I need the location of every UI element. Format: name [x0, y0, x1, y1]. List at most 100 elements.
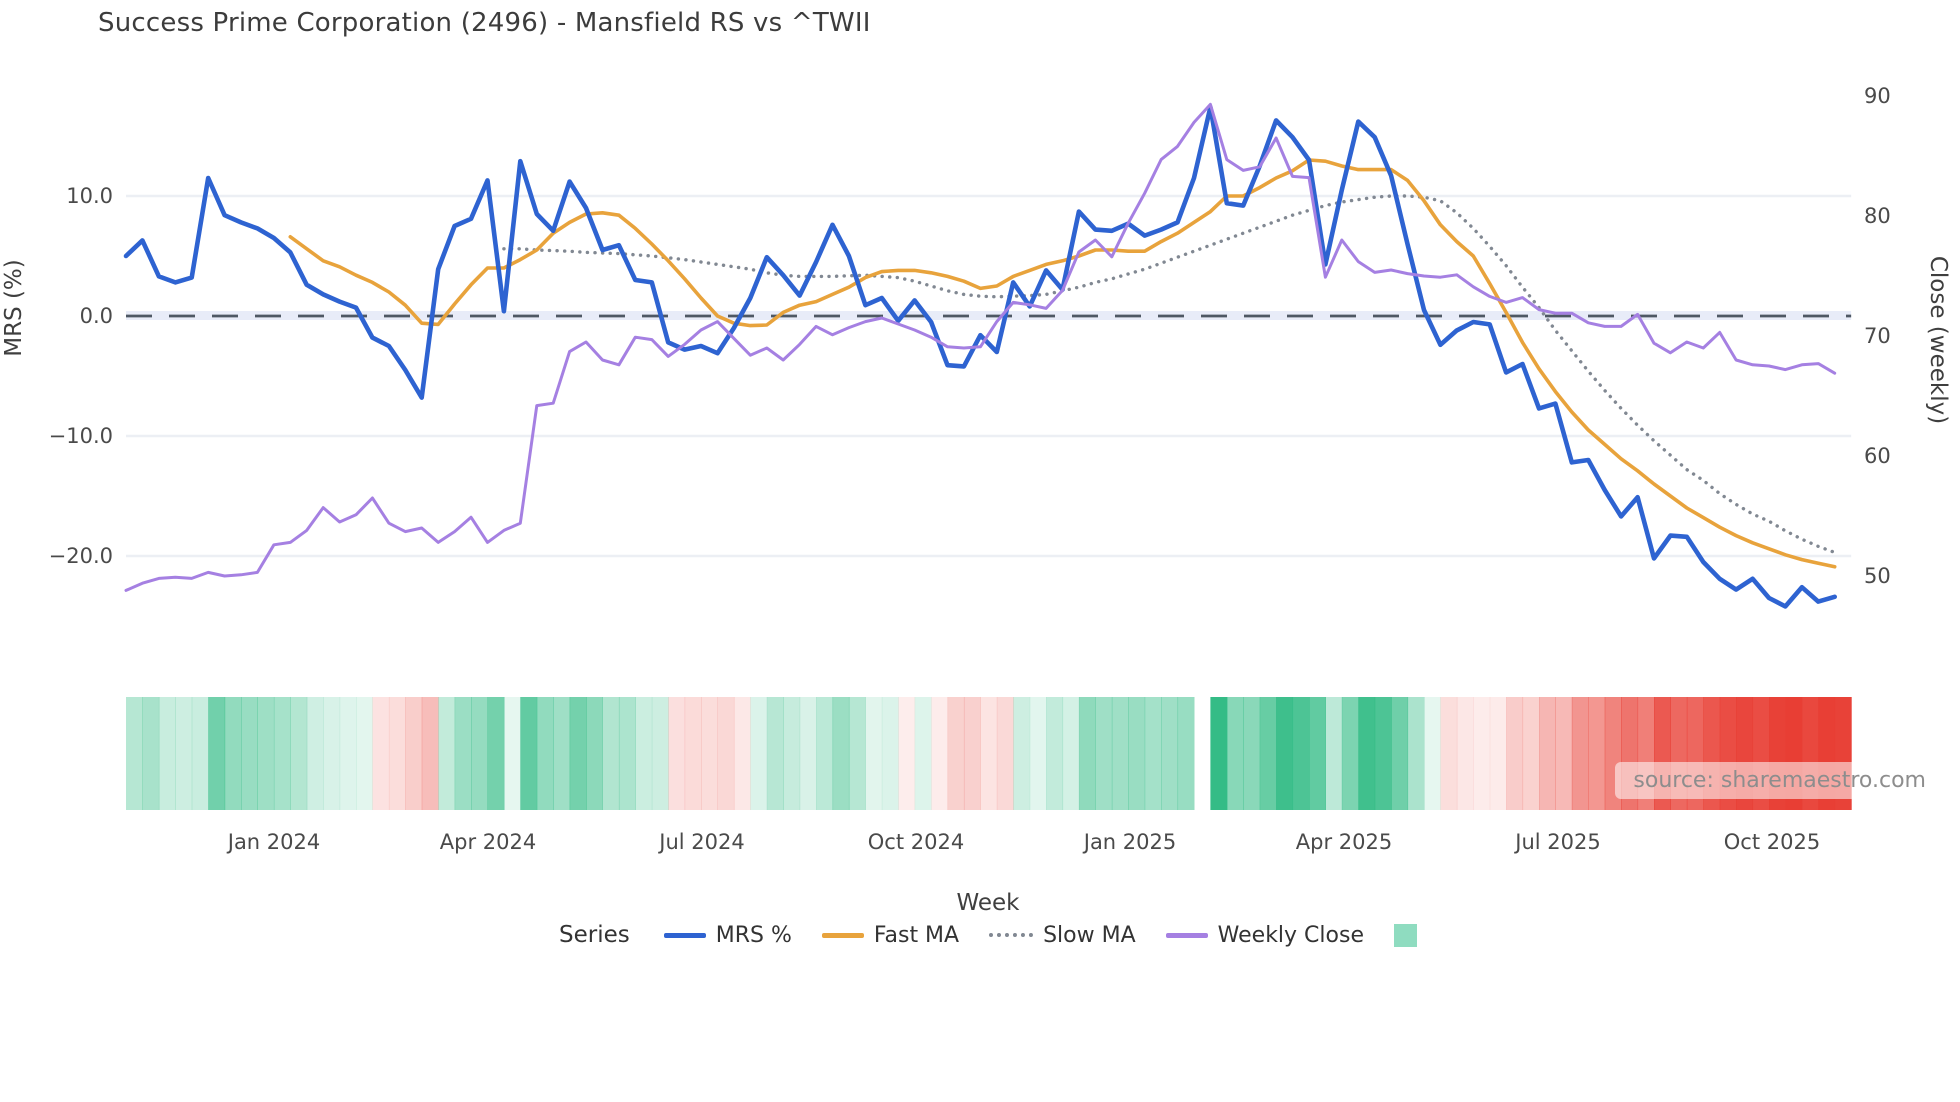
legend-item-fast-ma: Fast MA	[821, 922, 960, 948]
heatmap-cell	[1555, 697, 1573, 810]
heatmap-cell	[783, 697, 801, 810]
heatmap-cell	[1325, 697, 1343, 810]
heatmap-cell	[980, 697, 998, 810]
heatmap-cell	[898, 697, 916, 810]
legend-item-weekly-close: Weekly Close	[1165, 922, 1364, 948]
heatmap-cell	[421, 697, 439, 810]
left-tick: 0.0	[79, 304, 113, 328]
heatmap-cell	[405, 697, 423, 810]
line-swatch	[821, 932, 864, 938]
heatmap-cell	[1424, 697, 1441, 810]
heatmap-cell	[1358, 697, 1376, 810]
heatmap-cell	[684, 697, 702, 810]
heatmap-cell	[569, 697, 587, 810]
heatmap-cell	[1522, 697, 1540, 810]
heatmap-cell	[471, 697, 488, 810]
heatmap-cell	[142, 697, 160, 810]
legend-label: Fast MA	[873, 922, 960, 948]
x-tick: Apr 2025	[1295, 830, 1393, 854]
heatmap-cell	[931, 697, 949, 810]
left-tick: −20.0	[48, 544, 113, 568]
left-axis-label: MRS (%)	[1, 259, 27, 357]
right-tick: 90	[1864, 84, 1891, 108]
heatmap-cell	[1095, 697, 1113, 810]
heatmap-cell	[848, 697, 866, 810]
legend-label: Weekly Close	[1217, 922, 1364, 948]
heatmap-cell	[503, 697, 521, 810]
heatmap-cell	[996, 697, 1014, 810]
heatmap-cell	[520, 697, 538, 810]
source-text: source: sharemaestro.com	[1633, 768, 1926, 793]
x-tick: Apr 2024	[439, 830, 537, 854]
heatmap-cell	[1243, 697, 1261, 810]
heatmap-cell	[618, 697, 636, 810]
left-tick: 10.0	[66, 184, 113, 208]
x-axis-label: Week	[956, 890, 1020, 916]
heatmap-cell	[1292, 697, 1310, 810]
series-line-fast-ma	[288, 158, 1837, 569]
heatmap-cell	[1341, 697, 1359, 810]
heatmap-cell	[799, 697, 817, 810]
dotted-line-swatch	[989, 933, 1034, 937]
heatmap-cell	[372, 697, 390, 810]
heatmap-cell	[733, 697, 751, 810]
line-swatch	[1165, 932, 1208, 938]
source-watermark: source: sharemaestro.com	[1615, 762, 1940, 799]
heatmap-cell	[1144, 697, 1162, 810]
heatmap-cell	[323, 697, 341, 810]
heatmap-cell	[1456, 697, 1474, 810]
x-tick: Jul 2025	[1515, 830, 1601, 854]
heatmap-cell	[388, 697, 406, 810]
left-tick: −10.0	[48, 424, 113, 448]
line-swatch	[663, 932, 706, 938]
heatmap-cell	[1276, 697, 1294, 810]
heatmap-cell	[651, 697, 669, 810]
heatmap-cell	[454, 697, 472, 810]
heatmap-cell	[717, 697, 735, 810]
heatmap-cell	[1029, 697, 1047, 810]
heatmap-cell	[158, 697, 176, 810]
heatmap-cell	[635, 697, 653, 810]
heatmap-cell	[701, 697, 718, 810]
heatmap-cell	[1374, 697, 1392, 810]
heatmap-cell	[224, 697, 242, 810]
heatmap-cell	[832, 697, 850, 810]
heatmap-cell	[438, 697, 456, 810]
heatmap-legend-swatch	[1394, 923, 1417, 947]
heatmap-cell	[750, 697, 768, 810]
heatmap-cell	[536, 697, 554, 810]
heatmap-cell	[1489, 697, 1507, 810]
heatmap-cell	[356, 697, 373, 810]
heatmap-cell	[1078, 697, 1096, 810]
heatmap-cell	[175, 697, 193, 810]
heatmap-cell	[1588, 697, 1606, 810]
heatmap-cell	[816, 697, 834, 810]
x-tick: Jul 2024	[659, 830, 745, 854]
heatmap-cell	[963, 697, 981, 810]
heatmap-cell	[1391, 697, 1409, 810]
x-tick: Oct 2024	[867, 830, 965, 854]
heatmap-cell	[1259, 697, 1277, 810]
heatmap-cell	[553, 697, 571, 810]
heatmap-cell	[208, 697, 226, 810]
heatmap-cell	[668, 697, 686, 810]
legend-label: MRS %	[715, 922, 792, 948]
x-tick: Oct 2025	[1723, 830, 1821, 854]
legend-item-slow-ma: Slow MA	[989, 923, 1136, 948]
heatmap-cell	[1440, 697, 1458, 810]
heatmap-cell	[290, 697, 308, 810]
heatmap-cell	[1473, 697, 1491, 810]
series-line-mrs-	[123, 104, 1837, 609]
heatmap-cell	[766, 697, 784, 810]
heatmap-cell	[1046, 697, 1064, 810]
legend-label: Slow MA	[1043, 922, 1136, 948]
heatmap-cell	[126, 697, 143, 810]
heatmap-cell	[1013, 697, 1031, 810]
heatmap-cell	[487, 697, 505, 810]
heatmap-cell	[273, 697, 291, 810]
legend-item-mrs-: MRS %	[663, 922, 792, 948]
right-tick: 50	[1864, 564, 1891, 588]
x-tick: Jan 2024	[227, 830, 321, 854]
right-tick: 60	[1864, 444, 1891, 468]
